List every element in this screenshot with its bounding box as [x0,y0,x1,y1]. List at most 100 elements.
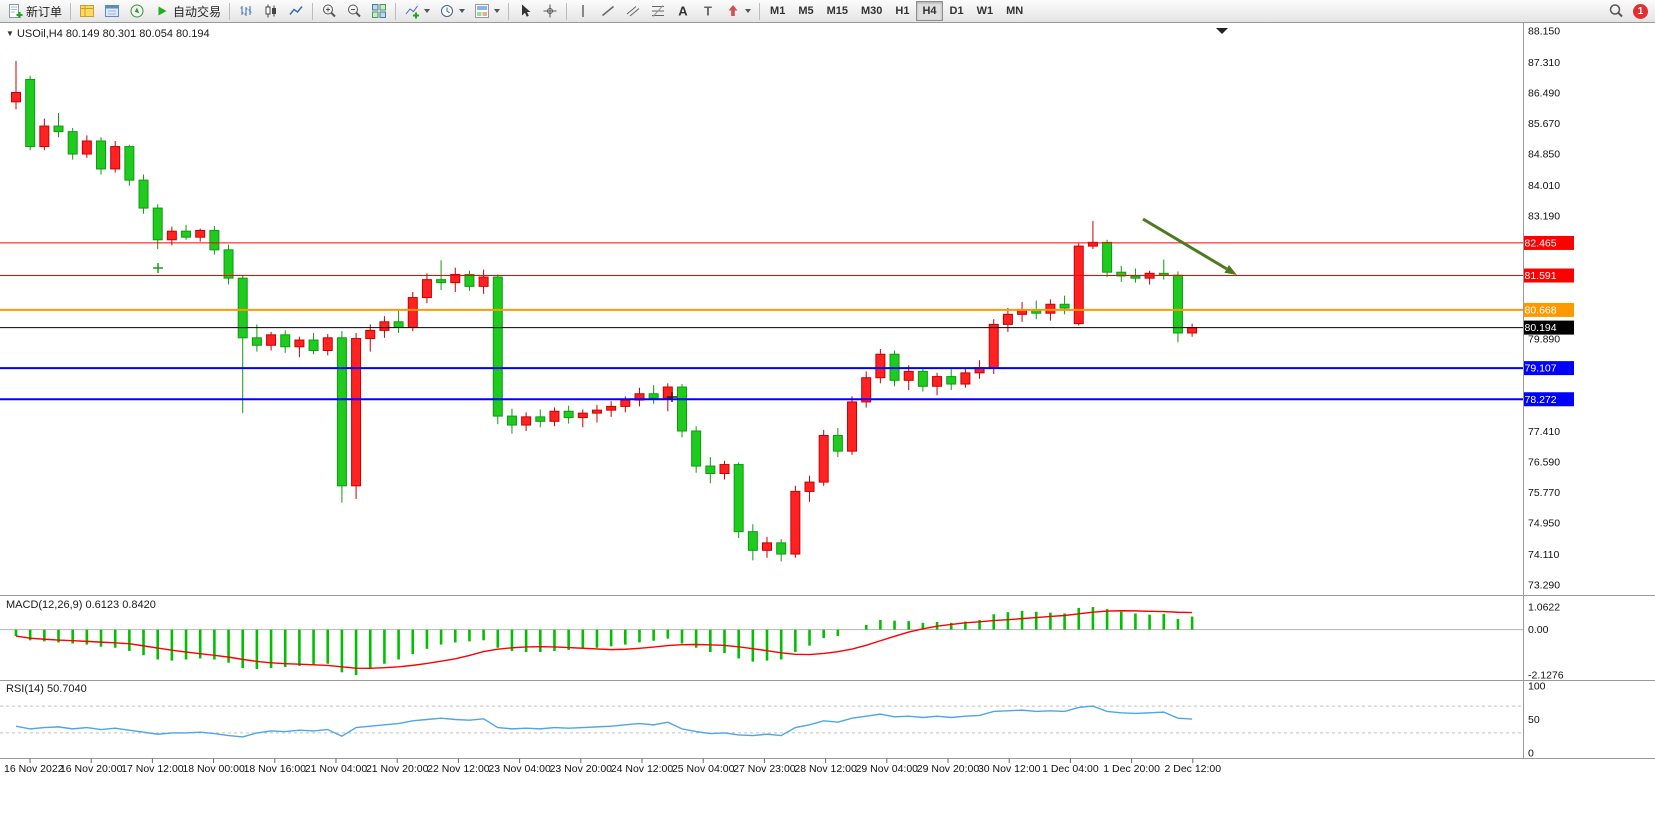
rsi-scale-label: 50 [1528,714,1540,726]
price-axis[interactable]: 88.150 87.310 86.490 85.670 84.850 84.010 83.1… [1528,26,1560,592]
zoom-out-icon [346,3,362,19]
time-axis-label: 25 Nov 04:00 [672,763,735,775]
price-line-tag: 80.194 [1524,320,1574,335]
text-label-button[interactable]: T [696,1,720,21]
svg-text:80.668: 80.668 [1525,304,1557,316]
timeframe-d1[interactable]: D1 [944,1,970,21]
price-axis-label: 75.770 [1528,487,1560,499]
time-axis-label: 28 Nov 12:00 [794,763,857,775]
time-axis-label: 29 Nov 04:00 [856,763,919,775]
new-order-button[interactable]: 新订单 [3,1,66,21]
price-marker-cross[interactable] [667,392,677,402]
cursor-icon [517,3,533,19]
price-marker-cross[interactable] [153,263,163,273]
fibonacci-button[interactable] [646,1,670,21]
price-axis-label: 83.190 [1528,210,1560,222]
time-axis-label: 23 Nov 20:00 [550,763,613,775]
macd-name: MACD(12,26,9) [6,599,83,611]
line-chart-mode-button[interactable] [284,1,308,21]
macd-histogram [14,607,1194,676]
templates-button[interactable] [470,1,504,21]
vertical-line-icon [575,3,591,19]
rsi-line [15,705,1193,738]
svg-text:82.465: 82.465 [1525,237,1557,249]
navigator-button[interactable] [125,1,149,21]
svg-text:80.194: 80.194 [1525,322,1557,334]
toolbar-separator [566,2,568,20]
timeframe-m30[interactable]: M30 [855,1,888,21]
macd-scale-label: -2.1276 [1528,670,1564,682]
market-watch-button[interactable] [75,1,99,21]
time-axis-label: 17 Nov 12:00 [121,763,184,775]
autotrading-button[interactable]: 自动交易 [150,1,225,21]
chevron-down-icon [745,9,752,13]
text-button[interactable]: A [671,1,695,21]
price-axis-label: 87.310 [1528,57,1560,69]
trendline-button[interactable] [596,1,620,21]
tile-windows-button[interactable] [367,1,391,21]
price-axis-label: 76.590 [1528,456,1560,468]
chart-shift-marker[interactable] [1216,28,1228,34]
line-chart-icon [288,3,304,19]
crosshair-button[interactable] [538,1,562,21]
bar-chart-mode-button[interactable] [234,1,258,21]
toolbar-separator [312,2,314,20]
main-toolbar: 新订单 自动交易 A T M1 M5 M15 M30 H1 H4 D1 W1 MN 1 [0,0,1655,23]
chart-menu-icon[interactable]: ▼ [6,29,14,38]
timeframe-h4[interactable]: H4 [916,1,943,21]
price-line-tag: 78.272 [1524,392,1574,407]
toolbar-separator [229,2,231,20]
macd-indicator-label: MACD(12,26,9) 0.6123 0.8420 [6,599,156,611]
timeframe-mn[interactable]: MN [1000,1,1029,21]
price-axis-label: 88.150 [1528,26,1560,38]
timeframe-w1[interactable]: W1 [971,1,1000,21]
trend-arrow[interactable] [1142,217,1237,275]
timeframe-m5[interactable]: M5 [792,1,819,21]
search-button[interactable] [1604,1,1628,21]
zoom-out-button[interactable] [342,1,366,21]
autotrading-icon [154,3,170,19]
macd-main-value: 0.6123 [85,599,120,611]
timeframe-m1[interactable]: M1 [764,1,791,21]
time-axis-label: 22 Nov 12:00 [427,763,490,775]
svg-text:A: A [678,4,688,19]
chevron-down-icon [459,9,466,13]
zoom-in-icon [321,3,337,19]
navigator-icon [129,3,145,19]
new-chart-button[interactable] [400,1,434,21]
arrows-button[interactable] [721,1,755,21]
price-axis-label: 84.850 [1528,149,1560,161]
svg-text:78.272: 78.272 [1525,394,1557,406]
timeframe-h1[interactable]: H1 [889,1,915,21]
market-watch-icon [79,3,95,19]
candlestick-mode-button[interactable] [259,1,283,21]
time-axis-label: 16 Nov 2022 [4,763,64,775]
chart-area[interactable]: 88.150 87.310 86.490 85.670 84.850 84.010 83.1… [0,23,1655,825]
zoom-in-button[interactable] [317,1,341,21]
macd-scale-label: 1.0622 [1528,602,1560,614]
price-line-tag: 79.107 [1524,361,1574,376]
svg-text:79.107: 79.107 [1525,363,1557,375]
macd-signal-value: 0.8420 [122,599,156,611]
cursor-button[interactable] [513,1,537,21]
bar-chart-icon [238,3,254,19]
price-axis-label: 74.950 [1528,518,1560,530]
timeframe-m15[interactable]: M15 [821,1,854,21]
periods-button[interactable] [435,1,469,21]
time-axis-label: 18 Nov 00:00 [182,763,245,775]
price-axis-label: 85.670 [1528,118,1560,130]
clock-icon [439,3,455,19]
time-axis-label: 24 Nov 12:00 [611,763,674,775]
macd-scale-label: 0.00 [1528,624,1549,636]
chevron-down-icon [494,9,501,13]
candlestick-series [11,60,1198,562]
new-chart-icon [404,3,420,19]
vertical-line-button[interactable] [571,1,595,21]
equidistant-channel-button[interactable] [621,1,645,21]
data-window-button[interactable] [100,1,124,21]
price-axis-label: 77.410 [1528,426,1560,438]
notification-badge[interactable]: 1 [1633,3,1648,19]
rsi-name: RSI(14) [6,683,44,695]
time-axis-label: 2 Dec 12:00 [1164,763,1221,775]
